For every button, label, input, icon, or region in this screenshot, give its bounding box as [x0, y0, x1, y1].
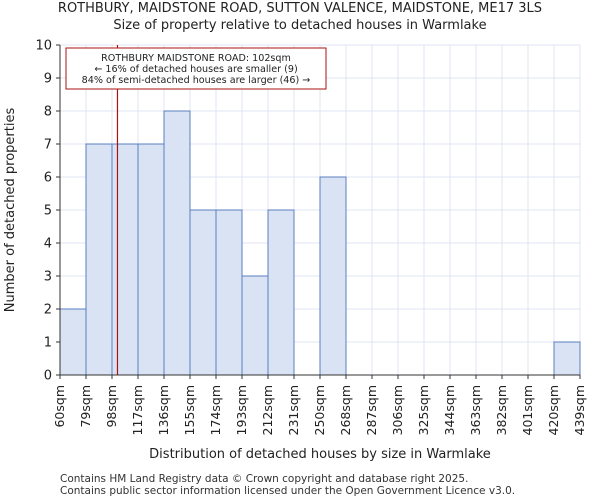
- x-tick-label: 60sqm: [52, 385, 67, 428]
- bar-136sqm: [163, 110, 191, 376]
- bar-420sqm: [553, 341, 581, 376]
- y-tick-label: 0: [44, 369, 52, 384]
- bar-250sqm: [319, 176, 347, 376]
- bar-193sqm: [241, 275, 269, 376]
- x-tick-label: 117sqm: [130, 385, 145, 435]
- y-tick-label: 9: [44, 72, 52, 87]
- y-axis-label: Number of detached properties: [3, 108, 18, 313]
- y-tick-label: 8: [44, 105, 52, 120]
- y-tick-label: 10: [35, 39, 52, 54]
- y-tick-label: 3: [44, 270, 52, 285]
- bar-60sqm: [59, 308, 87, 376]
- annotation-line-3: 84% of semi-detached houses are larger (…: [82, 75, 311, 86]
- x-tick-label: 174sqm: [208, 385, 223, 435]
- x-tick-label: 98sqm: [104, 385, 119, 428]
- annotation-line-2: ← 16% of detached houses are smaller (9): [94, 64, 297, 75]
- x-tick-label: 193sqm: [234, 385, 249, 435]
- x-tick-label: 268sqm: [338, 385, 353, 435]
- x-axis-label: Distribution of detached houses by size …: [149, 447, 491, 462]
- bar-117sqm: [137, 143, 165, 376]
- x-tick-label: 212sqm: [260, 385, 275, 435]
- y-tick-label: 7: [44, 138, 52, 153]
- x-tick-label: 420sqm: [546, 385, 561, 435]
- x-tick-label: 439sqm: [572, 385, 587, 435]
- x-tick-label: 306sqm: [390, 385, 405, 435]
- chart-title: ROTHBURY, MAIDSTONE ROAD, SUTTON VALENCE…: [57, 1, 543, 16]
- chart-subtitle: Size of property relative to detached ho…: [113, 18, 487, 33]
- y-tick-label: 2: [44, 303, 52, 318]
- property-annotation: ROTHBURY MAIDSTONE ROAD: 102sqm ← 16% of…: [65, 47, 327, 90]
- bar-212sqm: [267, 209, 295, 376]
- annotation-box: [65, 47, 327, 90]
- footer-line-1: Contains HM Land Registry data © Crown c…: [60, 473, 469, 485]
- x-tick-label: 250sqm: [312, 385, 327, 435]
- annotation-line-1: ROTHBURY MAIDSTONE ROAD: 102sqm: [101, 53, 291, 64]
- y-tick-labels: 0 1 2 3 4 5 6 7 8 9 10: [35, 39, 60, 384]
- x-tick-label: 287sqm: [364, 385, 379, 435]
- x-tick-label: 136sqm: [156, 385, 171, 435]
- y-tick-label: 5: [44, 204, 52, 219]
- x-tick-label: 79sqm: [78, 385, 93, 428]
- x-tick-labels: 60sqm 79sqm 98sqm 117sqm 136sqm 155sqm 174sqm 1…: [52, 375, 587, 435]
- x-tick-label: 401sqm: [520, 385, 535, 435]
- x-tick-label: 363sqm: [468, 385, 483, 435]
- x-tick-label: 382sqm: [494, 385, 509, 435]
- bar-79sqm: [85, 143, 113, 376]
- x-tick-label: 155sqm: [182, 385, 197, 435]
- x-tick-label: 344sqm: [442, 385, 457, 435]
- x-tick-label: 325sqm: [416, 385, 431, 435]
- footer-line-2: Contains public sector information licen…: [60, 485, 516, 497]
- bar-155sqm: [189, 209, 217, 376]
- bar-174sqm: [215, 209, 243, 376]
- bar-98sqm: [111, 143, 139, 376]
- x-tick-label: 231sqm: [286, 385, 301, 435]
- bars: [59, 110, 581, 376]
- y-tick-label: 4: [44, 237, 52, 252]
- y-tick-label: 6: [44, 171, 52, 186]
- y-tick-label: 1: [44, 336, 52, 351]
